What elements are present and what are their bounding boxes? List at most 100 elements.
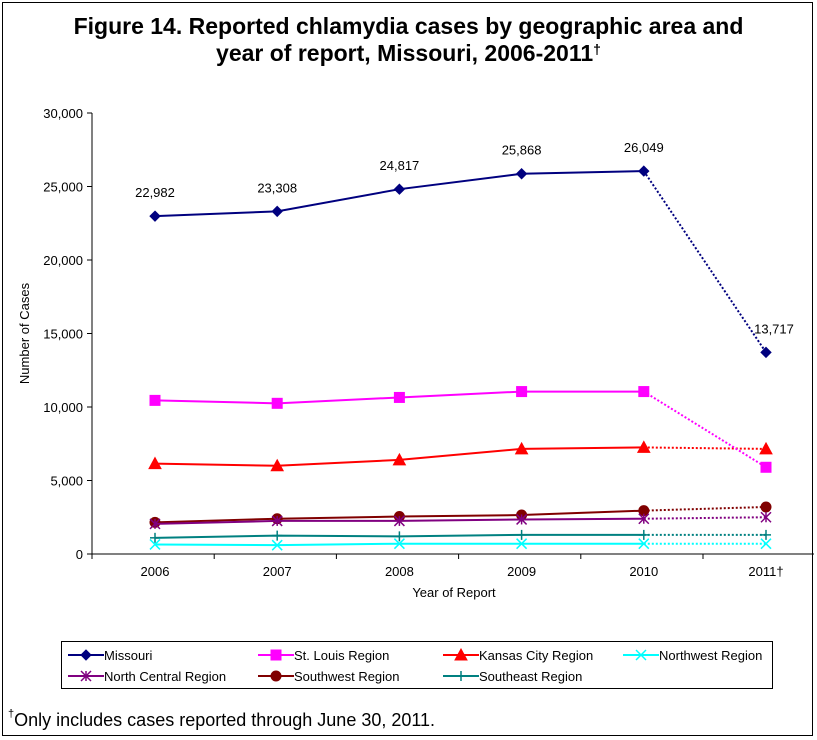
x-tick-label: 2006: [141, 564, 170, 579]
legend-swatch: [68, 649, 104, 661]
footnote-dagger: †: [8, 708, 15, 720]
legend-label: Missouri: [104, 647, 153, 663]
x-tick-label: 2010: [629, 564, 658, 579]
marker-stroke: [516, 538, 528, 550]
legend-swatch-marker: [80, 670, 92, 682]
y-tick-label: 5,000: [50, 474, 83, 489]
legend-label: Kansas City Region: [479, 647, 594, 663]
data-point-southeast-region: [272, 530, 283, 541]
legend-swatch: [443, 671, 479, 681]
legend-item-north-central-region: North Central Region: [68, 667, 226, 685]
data-label: 26,049: [624, 140, 664, 155]
data-point-southwest-region: [760, 501, 772, 513]
marker-stroke: [760, 538, 772, 550]
data-point-st-louis-region: [149, 394, 161, 406]
legend-swatch-marker: [80, 649, 92, 661]
y-tick-label: 10,000: [43, 400, 83, 415]
chart-legend: Missouri St. Louis Region Kansas City Regi…: [61, 641, 773, 689]
marker-stroke: [149, 538, 161, 550]
x-tick-label: 2011†: [748, 564, 783, 579]
data-point-st-louis-region: [271, 397, 283, 409]
data-point-northwest-region: [760, 538, 772, 550]
legend-label: Southeast Region: [479, 668, 583, 684]
y-tick-label: 20,000: [43, 253, 83, 268]
legend-swatch: [623, 649, 659, 661]
series-northwest-region: [149, 538, 772, 551]
marker-stroke: [393, 538, 405, 550]
legend-item-southeast-region: Southeast Region: [443, 667, 582, 685]
data-label: 22,982: [135, 185, 175, 200]
series-dotted-kansas-city-region: [643, 446, 767, 450]
data-point-southeast-region: [761, 529, 771, 540]
data-label: 23,308: [257, 180, 297, 195]
y-axis-title: Number of Cases: [17, 282, 32, 384]
chart-title: Figure 14. Reported chlamydia cases by g…: [3, 13, 814, 67]
series-southeast-region: [150, 529, 771, 543]
data-point-kansas-city-region: [392, 452, 407, 466]
legend-swatch-marker: [635, 649, 647, 661]
data-point-missouri: [149, 210, 161, 222]
legend-swatch-marker: [456, 671, 466, 681]
footnote-text: Only includes cases reported through Jun…: [14, 710, 436, 730]
series-north-central-region: [149, 511, 772, 530]
data-point-st-louis-region: [760, 461, 772, 473]
legend-swatch-marker: [454, 648, 468, 661]
legend-item-southwest-region: Southwest Region: [258, 667, 400, 685]
data-point-missouri: [638, 165, 650, 177]
legend-swatch-marker: [270, 649, 282, 661]
data-point-missouri: [271, 205, 283, 218]
data-point-kansas-city-region: [759, 441, 773, 455]
data-point-southeast-region: [516, 529, 527, 540]
data-point-north-central-region: [393, 515, 405, 527]
legend-swatch: [68, 670, 104, 682]
data-point-missouri: [515, 168, 528, 180]
data-point-southeast-region: [638, 529, 649, 540]
series-dotted-missouri: [642, 170, 767, 353]
data-point-st-louis-region: [516, 386, 528, 398]
chart-title-line-2-text: year of report, Missouri, 2006-2011: [216, 40, 594, 66]
data-point-missouri: [393, 183, 406, 195]
data-point-north-central-region: [760, 511, 772, 523]
legend-item-st-louis-region: St. Louis Region: [258, 646, 389, 664]
legend-label: North Central Region: [104, 668, 227, 684]
data-label: 13,717: [754, 321, 794, 336]
data-point-northwest-region: [271, 539, 283, 551]
y-tick-label: 30,000: [43, 106, 83, 121]
series-missouri: 22,982 23,308 24,817 25,868 26,049 13,717: [135, 140, 794, 359]
legend-label: Southwest Region: [294, 668, 400, 684]
y-tick-label: 0: [76, 547, 83, 562]
data-point-kansas-city-region: [636, 440, 651, 453]
data-point-st-louis-region: [393, 391, 405, 403]
legend-item-missouri: Missouri: [68, 646, 152, 664]
data-point-kansas-city-region: [270, 458, 285, 472]
series-kansas-city-region: [148, 440, 773, 472]
legend-swatch: [258, 649, 294, 661]
data-point-kansas-city-region: [514, 441, 529, 455]
marker-stroke: [638, 538, 650, 550]
data-point-southeast-region: [150, 532, 160, 543]
title-dagger: †: [593, 41, 601, 57]
marker-stroke: [271, 539, 283, 551]
data-label: 25,868: [502, 143, 542, 158]
series-st-louis-region: [149, 386, 772, 473]
data-point-northwest-region: [638, 538, 650, 550]
data-point-northwest-region: [149, 538, 161, 550]
data-point-st-louis-region: [638, 386, 650, 398]
data-point-kansas-city-region: [148, 456, 162, 470]
data-point-southeast-region: [394, 531, 405, 542]
x-tick-label: 2008: [385, 564, 414, 579]
x-axis-title: Year of Report: [412, 585, 496, 600]
data-point-northwest-region: [516, 538, 528, 550]
legend-item-northwest-region: Northwest Region: [623, 646, 762, 664]
series-dotted-north-central-region: [643, 516, 767, 520]
series-dotted-southwest-region: [643, 505, 767, 512]
series-dotted-st-louis-region: [643, 390, 767, 469]
data-point-north-central-region: [271, 515, 283, 527]
y-tick-label: 15,000: [43, 327, 83, 342]
data-point-missouri: [760, 346, 772, 359]
chart-title-line-2: year of report, Missouri, 2006-2011†: [3, 40, 814, 67]
data-point-north-central-region: [516, 513, 528, 525]
y-tick-label: 25,000: [43, 180, 83, 195]
